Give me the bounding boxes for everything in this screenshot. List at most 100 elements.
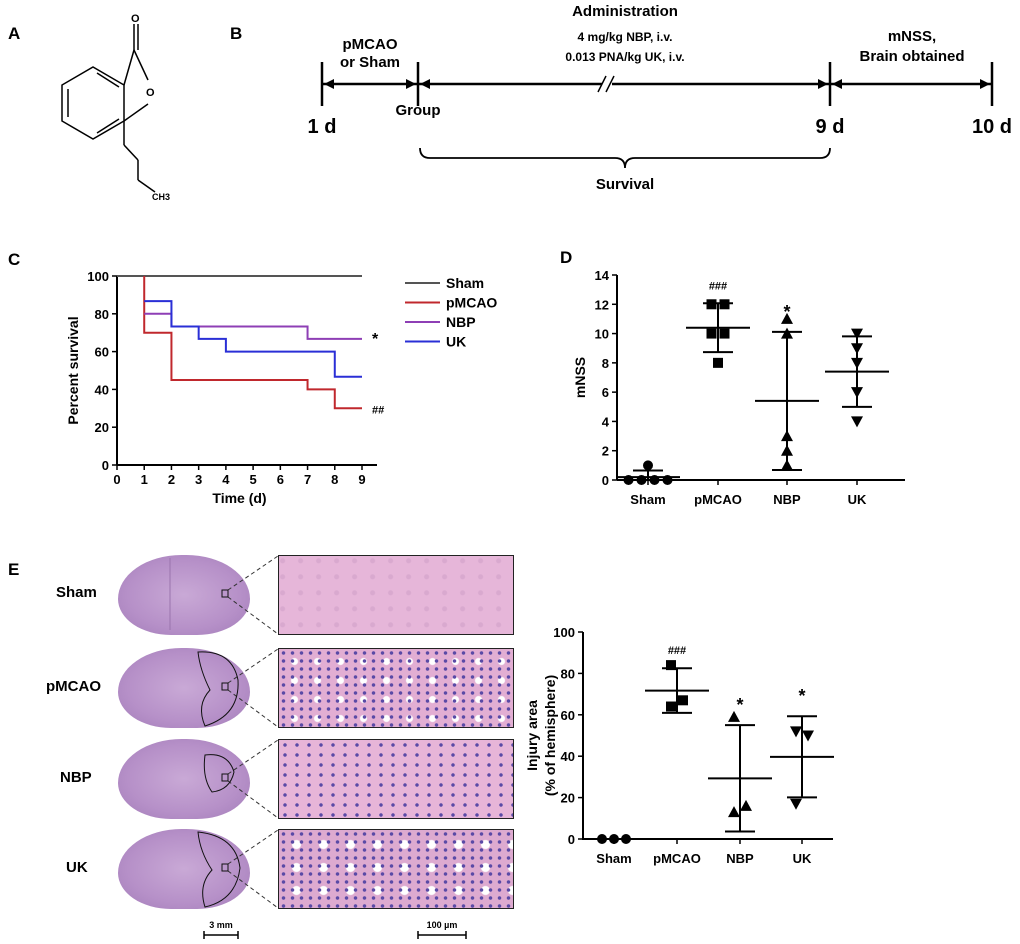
data-point-pmcao (706, 299, 717, 310)
y-tick-label: 6 (602, 385, 609, 400)
timeline-stage1-line1: pMCAO (342, 36, 398, 53)
data-point-nbp (728, 806, 740, 818)
x-tick-label: pMCAO (653, 851, 701, 866)
y-tick-label: 80 (95, 307, 109, 322)
data-point-nbp (728, 710, 740, 722)
x-tick-label: UK (793, 851, 812, 866)
data-point-pmcao (719, 328, 730, 339)
y-tick-label: 12 (595, 297, 609, 312)
data-point-pmcao (713, 357, 723, 368)
data-point-pmcao (706, 328, 717, 339)
timeline-end-line2: Brain obtained (859, 48, 965, 65)
significance-marker: * (736, 695, 743, 715)
x-tick-label: pMCAO (694, 492, 742, 507)
oxygen-ring: O (146, 87, 155, 99)
significance-marker: * (783, 302, 790, 322)
data-point-nbp (781, 327, 793, 339)
series-line-uk (144, 300, 362, 378)
legend-label: pMCAO (446, 295, 497, 311)
histology-row-label-sham: Sham (56, 584, 97, 601)
data-point-uk (851, 387, 863, 399)
scale-bar-label-100um: 100 µm (426, 920, 458, 930)
x-tick-label: Sham (596, 851, 631, 866)
data-point-sham (636, 475, 647, 485)
y-tick-label: 0 (602, 473, 609, 488)
infarct-outline-nbp (203, 754, 235, 793)
data-point-uk (851, 416, 863, 428)
data-point-sham (662, 475, 673, 485)
y-tick-label: 0 (568, 832, 575, 847)
timeline-end-line1: mNSS, (887, 28, 937, 45)
y-tick-label: 14 (595, 268, 610, 283)
data-point-nbp (781, 430, 793, 442)
timeline-admin-dose-nbp: 4 mg/kg NBP, i.v. (577, 30, 673, 44)
timeline-survival: Survival (595, 176, 655, 193)
timeline-day9: 9 d (815, 116, 845, 138)
data-point-pmcao (666, 701, 676, 712)
y-tick-label: 10 (595, 327, 609, 342)
timeline-day10: 10 d (971, 116, 1013, 138)
y-axis-label: Percent survival (65, 316, 81, 424)
data-point-sham (649, 475, 660, 485)
y-tick-label: 100 (87, 269, 109, 284)
y-tick-label: 100 (553, 625, 575, 640)
x-tick-label: 0 (113, 472, 120, 487)
y-axis-label: Injury area (524, 700, 540, 771)
x-tick-label: 3 (195, 472, 202, 487)
timeline-admin-title: Administration (572, 3, 678, 20)
data-point-nbp (781, 459, 793, 471)
data-point-nbp (781, 312, 793, 324)
y-tick-label: 60 (95, 345, 109, 360)
panel-label-a: A (8, 24, 21, 43)
data-point-uk (851, 328, 863, 340)
data-point-sham (621, 834, 631, 844)
timeline-group: Group (395, 102, 441, 119)
y-tick-label: 40 (561, 749, 575, 764)
histology-image-uk (278, 829, 514, 909)
nbp-molecule-structure: O O CH3 (61, 13, 170, 202)
x-axis-label: Time (d) (212, 490, 266, 506)
infarct-outline-pmcao (197, 651, 239, 727)
legend-label: UK (446, 334, 466, 350)
panel-label-c: C (8, 250, 21, 269)
data-point-pmcao (666, 660, 676, 671)
y-tick-label: 20 (561, 791, 575, 806)
oxygen-carbonyl: O (131, 13, 140, 25)
histology-row-label-uk: UK (66, 859, 88, 876)
x-tick-label: UK (848, 492, 867, 507)
methyl-label: CH3 (152, 192, 170, 202)
data-point-nbp (740, 799, 752, 811)
x-tick-label: 7 (304, 472, 311, 487)
timeline-stage1-line2: or Sham (339, 54, 401, 71)
x-tick-label: 5 (249, 472, 256, 487)
data-point-pmcao (719, 299, 730, 310)
data-point-sham (623, 475, 634, 485)
series-line-nbp (144, 312, 362, 340)
panel-label-e: E (8, 560, 20, 579)
legend-label: Sham (446, 275, 484, 291)
experiment-timeline (320, 62, 994, 169)
x-tick-label: 8 (331, 472, 338, 487)
y-tick-label: 80 (561, 666, 575, 681)
data-point-pmcao (678, 695, 688, 706)
histology-image-sham (278, 555, 514, 635)
data-point-sham (643, 460, 653, 471)
histology-image-pmcao (278, 648, 514, 728)
y-tick-label: 60 (561, 708, 575, 723)
y-tick-label: 2 (602, 444, 609, 459)
histology-row-label-nbp: NBP (60, 769, 92, 786)
y-tick-label: 40 (95, 382, 109, 397)
scale-bar-label-3mm: 3 mm (209, 920, 233, 930)
data-point-uk (802, 730, 814, 742)
significance-marker: ### (668, 645, 686, 657)
panel-label-d: D (560, 248, 573, 267)
y-axis-label: mNSS (572, 357, 588, 398)
data-point-sham (597, 834, 607, 844)
x-tick-label: 2 (168, 472, 175, 487)
histology-row-label-pmcao: pMCAO (46, 678, 101, 695)
survival-brace (419, 147, 831, 169)
x-tick-label: NBP (773, 492, 801, 507)
x-tick-label: 4 (222, 472, 230, 487)
